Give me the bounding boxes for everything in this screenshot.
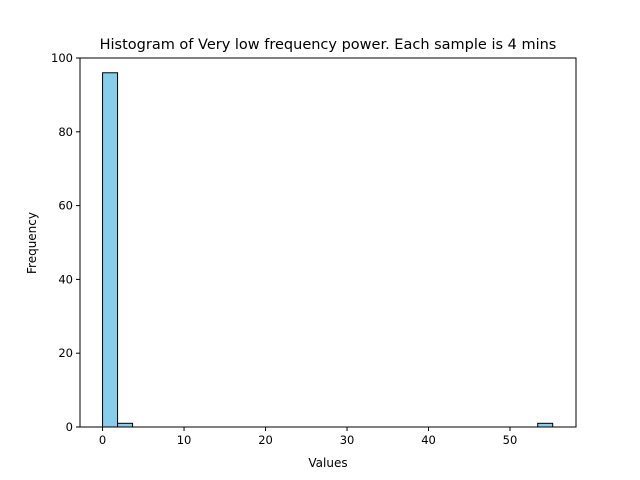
x-tick-label-4: 40 [421, 433, 436, 447]
y-tick-label-4: 80 [58, 125, 73, 139]
x-axis-label: Values [308, 456, 347, 470]
histogram-bars [102, 72, 554, 428]
x-axis-ticks: 0 10 20 30 40 50 [99, 427, 517, 447]
plot-frame [79, 57, 577, 428]
y-tick-label-5: 100 [51, 51, 73, 65]
chart-title: Histogram of Very low frequency power. E… [100, 37, 557, 53]
y-axis-ticks: 0 20 40 60 80 100 [51, 51, 80, 434]
x-tick-label-3: 30 [340, 433, 355, 447]
histogram-bar-0 [102, 72, 119, 428]
y-tick-label-0: 0 [66, 420, 73, 434]
x-tick-label-5: 50 [503, 433, 518, 447]
y-tick-label-2: 40 [58, 272, 73, 286]
y-tick-label-1: 20 [58, 346, 73, 360]
histogram-bar-2 [537, 422, 554, 428]
histogram-bar-1 [117, 422, 134, 428]
x-tick-label-0: 0 [99, 433, 106, 447]
x-tick-label-2: 20 [258, 433, 273, 447]
y-axis-label: Frequency [25, 212, 39, 274]
x-tick-label-1: 10 [177, 433, 192, 447]
y-tick-label-3: 60 [58, 199, 73, 213]
